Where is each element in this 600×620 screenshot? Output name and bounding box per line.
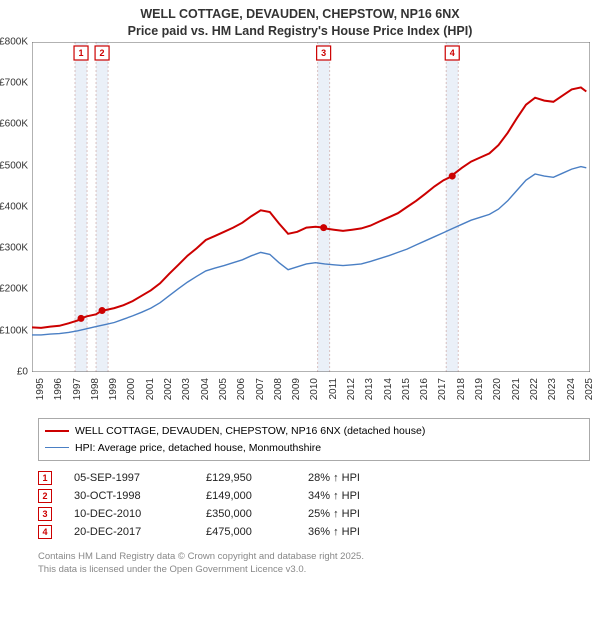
sale-price: £475,000 [206, 526, 286, 538]
x-tick-label: 2021 [511, 378, 522, 400]
x-tick-label: 2012 [346, 378, 357, 400]
x-tick-label: 2022 [529, 378, 540, 400]
chart-area: £0£100K£200K£300K£400K£500K£600K£700K£80… [32, 42, 590, 372]
sale-date: 20-DEC-2017 [74, 526, 184, 538]
legend-row: WELL COTTAGE, DEVAUDEN, CHEPSTOW, NP16 6… [45, 423, 583, 440]
x-tick-label: 2023 [547, 378, 558, 400]
sale-marker-mini: 3 [38, 507, 52, 521]
sales-row: 3 10-DEC-2010 £350,000 25% ↑ HPI [38, 505, 590, 523]
x-tick-label: 2007 [255, 378, 266, 400]
x-tick-label: 2016 [419, 378, 430, 400]
legend-label: WELL COTTAGE, DEVAUDEN, CHEPSTOW, NP16 6… [75, 423, 425, 440]
svg-text:2: 2 [100, 48, 105, 58]
sale-date: 10-DEC-2010 [74, 508, 184, 520]
sale-marker-mini: 2 [38, 489, 52, 503]
x-tick-label: 2019 [474, 378, 485, 400]
x-tick-label: 2002 [163, 378, 174, 400]
svg-text:1: 1 [79, 48, 84, 58]
sale-price: £129,950 [206, 472, 286, 484]
sale-date: 05-SEP-1997 [74, 472, 184, 484]
sale-pct: 34% ↑ HPI [308, 490, 398, 502]
x-tick-label: 2005 [218, 378, 229, 400]
sale-pct: 36% ↑ HPI [308, 526, 398, 538]
sales-row: 1 05-SEP-1997 £129,950 28% ↑ HPI [38, 469, 590, 487]
x-tick-label: 2013 [364, 378, 375, 400]
x-tick-label: 2015 [401, 378, 412, 400]
y-tick-label: £0 [17, 366, 32, 377]
legend-swatch [45, 430, 69, 432]
title-line-2: Price paid vs. HM Land Registry's House … [0, 23, 600, 40]
footer: Contains HM Land Registry data © Crown c… [38, 551, 590, 577]
y-tick-label: £800K [0, 36, 32, 47]
x-tick-label: 1998 [90, 378, 101, 400]
plot-svg: 1 2 3 4 [32, 42, 590, 372]
svg-text:4: 4 [450, 48, 455, 58]
x-tick-label: 2008 [273, 378, 284, 400]
x-tick-label: 2018 [456, 378, 467, 400]
sale-price: £149,000 [206, 490, 286, 502]
legend-label: HPI: Average price, detached house, Monm… [75, 440, 321, 457]
y-tick-label: £500K [0, 160, 32, 171]
x-tick-label: 1995 [35, 378, 46, 400]
x-tick-label: 2020 [492, 378, 503, 400]
legend-swatch [45, 447, 69, 448]
title-line-1: WELL COTTAGE, DEVAUDEN, CHEPSTOW, NP16 6… [0, 6, 600, 23]
x-tick-label: 2006 [236, 378, 247, 400]
y-tick-label: £700K [0, 78, 32, 89]
x-tick-label: 2009 [291, 378, 302, 400]
x-tick-label: 2017 [437, 378, 448, 400]
x-tick-label: 1999 [108, 378, 119, 400]
sale-marker-mini: 4 [38, 525, 52, 539]
sale-price: £350,000 [206, 508, 286, 520]
y-tick-label: £300K [0, 243, 32, 254]
sale-pct: 25% ↑ HPI [308, 508, 398, 520]
footer-line-1: Contains HM Land Registry data © Crown c… [38, 551, 590, 564]
sale-pct: 28% ↑ HPI [308, 472, 398, 484]
title-block: WELL COTTAGE, DEVAUDEN, CHEPSTOW, NP16 6… [0, 0, 600, 42]
chart-container: WELL COTTAGE, DEVAUDEN, CHEPSTOW, NP16 6… [0, 0, 600, 620]
x-tick-label: 2025 [584, 378, 595, 400]
x-tick-label: 1997 [72, 378, 83, 400]
legend-row: HPI: Average price, detached house, Monm… [45, 440, 583, 457]
x-tick-label: 2014 [383, 378, 394, 400]
x-tick-label: 2003 [181, 378, 192, 400]
y-tick-label: £400K [0, 201, 32, 212]
legend: WELL COTTAGE, DEVAUDEN, CHEPSTOW, NP16 6… [38, 418, 590, 462]
y-tick-label: £200K [0, 284, 32, 295]
x-axis-labels: 1995 1996 1997 1998 1999 2000 2001 2002 2003 2004… [32, 372, 590, 414]
x-tick-label: 2001 [145, 378, 156, 400]
y-tick-label: £100K [0, 325, 32, 336]
sales-table: 1 05-SEP-1997 £129,950 28% ↑ HPI 2 30-OCT-199… [38, 469, 590, 541]
sale-date: 30-OCT-1998 [74, 490, 184, 502]
x-tick-label: 2011 [328, 378, 339, 400]
footer-line-2: This data is licensed under the Open Gov… [38, 564, 590, 577]
x-tick-label: 2000 [126, 378, 137, 400]
svg-text:3: 3 [321, 48, 326, 58]
x-tick-label: 2024 [566, 378, 577, 400]
x-tick-label: 2004 [200, 378, 211, 400]
x-tick-label: 2010 [309, 378, 320, 400]
y-tick-label: £600K [0, 119, 32, 130]
x-tick-label: 1996 [53, 378, 64, 400]
sales-row: 2 30-OCT-1998 £149,000 34% ↑ HPI [38, 487, 590, 505]
sales-row: 4 20-DEC-2017 £475,000 36% ↑ HPI [38, 523, 590, 541]
sale-marker-mini: 1 [38, 471, 52, 485]
